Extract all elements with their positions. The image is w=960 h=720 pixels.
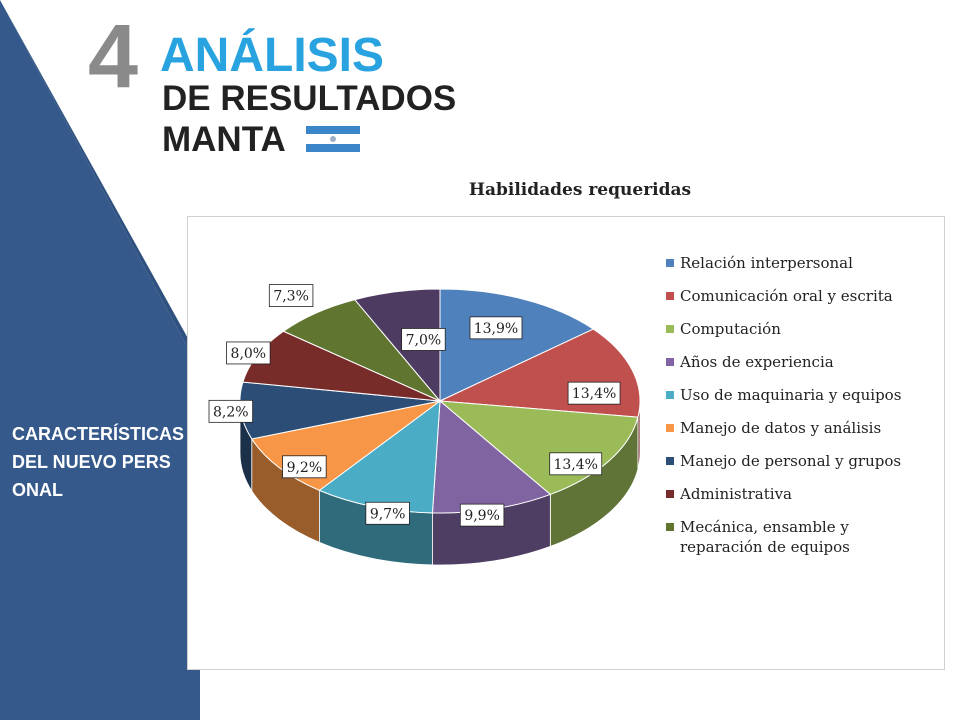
legend-label: Comunicación oral y escrita — [680, 287, 893, 305]
data-label: 8,2% — [208, 399, 254, 423]
legend-item: Administrativa — [666, 484, 936, 504]
legend-label: Uso de maquinaria y equipos — [680, 386, 902, 404]
legend-swatch — [666, 259, 674, 267]
page-subtitle: DE RESULTADOS — [162, 79, 457, 118]
data-label: 7,3% — [268, 284, 314, 307]
legend-item: Uso de maquinaria y equipos — [666, 385, 936, 405]
data-label: 9,2% — [282, 455, 327, 479]
svg-text:9,9%: 9,9% — [464, 508, 500, 524]
chart-title: Habilidades requeridas — [468, 180, 692, 200]
legend-item: Relación interpersonal — [666, 253, 936, 273]
section-number: 4 — [88, 7, 139, 107]
legend-swatch — [666, 523, 674, 531]
svg-text:8,0%: 8,0% — [231, 346, 267, 362]
legend-label: Administrativa — [680, 485, 792, 503]
city-name: MANTA — [162, 120, 286, 159]
legend-swatch — [666, 358, 674, 366]
pie-slice — [353, 288, 441, 403]
chart-legend: Relación interpersonal Comunicación oral … — [666, 253, 936, 570]
legend-label: Relación interpersonal — [680, 254, 853, 272]
manta-flag-icon — [306, 126, 360, 152]
legend-swatch — [666, 424, 674, 432]
legend-label: Computación — [680, 320, 781, 338]
legend-item: Mecánica, ensamble y reparación de equip… — [666, 517, 936, 557]
data-label: 8,0% — [226, 341, 271, 365]
legend-label: Años de experiencia — [680, 353, 834, 371]
svg-text:13,4%: 13,4% — [553, 457, 597, 473]
legend-swatch — [666, 292, 674, 300]
data-label: 9,7% — [365, 501, 410, 525]
svg-text:7,0%: 7,0% — [406, 332, 442, 348]
legend-swatch — [666, 457, 674, 465]
data-label: 13,9% — [469, 316, 523, 340]
data-label: 9,9% — [459, 503, 505, 527]
legend-item: Manejo de datos y análisis — [666, 418, 936, 438]
legend-item: Comunicación oral y escrita — [666, 286, 936, 306]
sidebar-label: CARACTERÍSTICAS DEL NUEVO PERSONAL — [12, 424, 185, 500]
legend-swatch — [666, 325, 674, 333]
data-label: 13,4% — [549, 452, 603, 476]
legend-item: Computación — [666, 319, 936, 339]
svg-text:9,2%: 9,2% — [287, 460, 323, 476]
legend-item: Años de experiencia — [666, 352, 936, 372]
sidebar-triangle — [0, 0, 200, 720]
legend-swatch — [666, 490, 674, 498]
pie-chart: 13,9% 13,4% 13,4% 9,9% 9,7% 9,2% 8,2% 8,0% 7,3% 7… — [208, 284, 641, 566]
legend-label: Manejo de personal y grupos — [680, 452, 902, 470]
legend-label: Mecánica, ensamble y reparación de equip… — [680, 518, 850, 556]
svg-text:13,9%: 13,9% — [474, 321, 518, 337]
legend-swatch — [666, 391, 674, 399]
data-label: 13,4% — [567, 381, 621, 405]
legend-label: Manejo de datos y análisis — [680, 419, 882, 437]
chart-area: 13,9% 13,4% 13,4% 9,9% 9,7% 9,2% 8,2% 8,0% 7,3% 7… — [187, 216, 945, 670]
legend-item: Manejo de personal y grupos — [666, 451, 936, 471]
page-title: ANÁLISIS — [160, 29, 385, 82]
data-label: 7,0% — [401, 328, 446, 351]
svg-text:9,7%: 9,7% — [370, 506, 406, 522]
svg-text:13,4%: 13,4% — [572, 386, 616, 402]
svg-text:8,2%: 8,2% — [213, 404, 249, 420]
svg-text:7,3%: 7,3% — [273, 289, 309, 305]
